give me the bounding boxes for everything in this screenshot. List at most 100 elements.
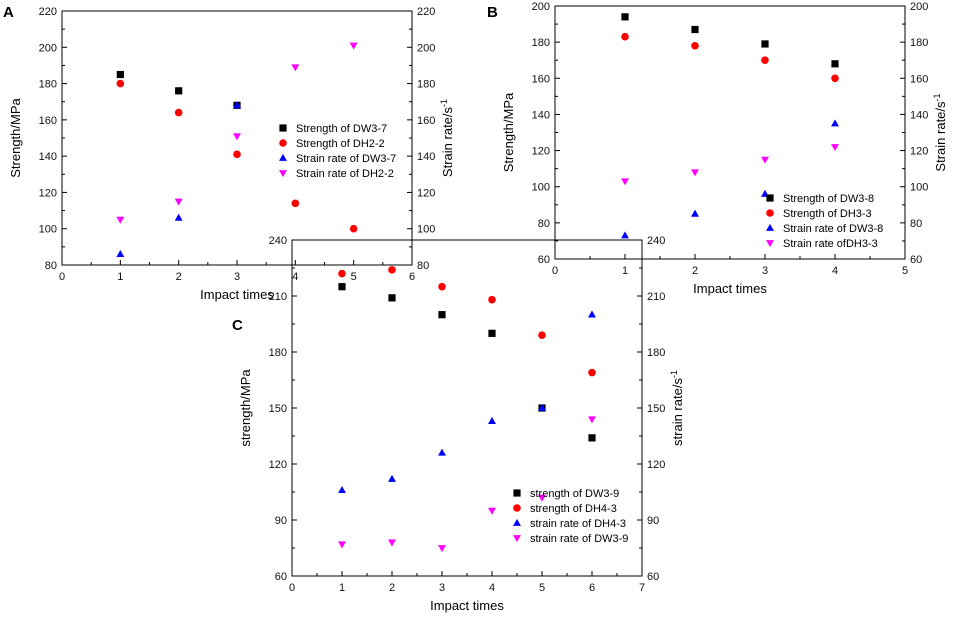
y2-tick-label: 180 (910, 37, 928, 49)
data-point (621, 231, 629, 239)
y-tick-label: 80 (45, 260, 57, 272)
x-tick-label: 5 (351, 271, 357, 283)
y-tick-label: 180 (532, 37, 550, 49)
y2-tick-label: 60 (647, 571, 659, 583)
chart-panel-c: C0 1 2 3 4 5 6 76090120150180210240609012015018… (232, 235, 685, 613)
data-point (691, 25, 699, 34)
data-point (621, 13, 629, 21)
legend-label: Strength of DW3-8 (783, 193, 874, 205)
y2-tick-label: 100 (910, 182, 928, 194)
panel-letter: B (487, 4, 498, 21)
legend: strength of DW3-9 strength of DH4-3 strain… (513, 488, 628, 545)
legend-label: strain rate of DW3-9 (530, 533, 628, 545)
x-tick-label: 3 (762, 265, 768, 277)
y2-tick-label: 200 (910, 1, 928, 13)
data-point (538, 403, 546, 411)
data-point (831, 119, 839, 127)
x-tick-label: 6 (409, 271, 415, 283)
data-point (349, 42, 358, 50)
x-tick-label: 4 (832, 265, 838, 277)
data-point (438, 545, 446, 553)
y2-tick-label: 100 (417, 224, 435, 236)
legend-label: strength of DH4-3 (530, 503, 617, 515)
data-point (233, 133, 241, 141)
y-tick-label: 210 (269, 291, 287, 303)
data-point (538, 331, 546, 340)
y2-tick-label: 80 (910, 218, 922, 230)
legend-label: strain rate of DH4-3 (530, 518, 626, 530)
x-tick-label: 2 (389, 582, 395, 594)
x-tick-label: 0 (552, 265, 558, 277)
data-point (388, 266, 396, 274)
y-tick-label: 160 (532, 73, 550, 85)
y2-tick-label: 140 (417, 151, 435, 163)
x-tick-label: 4 (292, 271, 298, 283)
data-point (349, 224, 358, 233)
legend-marker (766, 223, 774, 231)
data-point (233, 101, 241, 109)
legend: Strength of DW3-7 Strength of DH2-2 Strain… (279, 123, 396, 180)
y2-tick-label: 240 (647, 235, 665, 247)
data-point (488, 329, 496, 337)
y2-tick-label: 180 (417, 79, 435, 91)
y-tick-label: 180 (269, 347, 287, 359)
data-point (761, 40, 769, 48)
y2-tick-label: 120 (647, 459, 665, 471)
y-tick-label: 240 (269, 235, 287, 247)
x-tick-label: 1 (339, 582, 345, 594)
x-tick-label: 3 (439, 582, 445, 594)
y2-axis-label: strain rate/s-1 (669, 370, 685, 446)
y2-tick-label: 60 (910, 254, 922, 266)
data-point (691, 209, 699, 217)
legend-marker (513, 489, 521, 497)
data-point (116, 70, 124, 79)
data-point (338, 541, 346, 549)
data-point (588, 434, 596, 442)
data-point (388, 539, 396, 547)
y2-tick-label: 200 (417, 42, 435, 54)
data-point (588, 310, 596, 318)
data-point (175, 87, 183, 95)
x-tick-label: 6 (589, 582, 595, 594)
data-point (538, 494, 546, 502)
y-tick-label: 120 (39, 187, 57, 199)
y-tick-label: 80 (538, 218, 550, 230)
legend-label: Strength of DW3-7 (296, 123, 387, 135)
y2-tick-label: 90 (647, 515, 659, 527)
series-strength-of-dh3-3 (621, 32, 839, 83)
y-tick-label: 100 (39, 224, 57, 236)
x-tick-label: 2 (692, 265, 698, 277)
y2-axis-label-text: strain rate/s (670, 378, 685, 446)
y2-tick-label: 120 (417, 187, 435, 199)
legend-marker (513, 535, 521, 543)
data-point (338, 283, 346, 291)
data-point (488, 507, 496, 515)
legend-marker (279, 153, 287, 161)
y-axis-label: strength/MPa (238, 369, 253, 447)
legend-marker (279, 139, 287, 147)
y2-tick-label: 140 (910, 109, 928, 121)
legend-label: Strain rate of DW3-7 (296, 153, 396, 165)
legend-label: strength of DW3-9 (530, 488, 619, 500)
data-point (116, 79, 125, 88)
data-point (438, 311, 446, 319)
y-tick-label: 60 (275, 571, 287, 583)
data-point (338, 485, 346, 494)
x-tick-label: 0 (289, 582, 295, 594)
data-point (388, 294, 396, 302)
legend: Strength of DW3-8 Strength of DH3-3 Strain… (766, 193, 883, 250)
y2-axis-label-superscript: -1 (669, 370, 679, 378)
data-point (488, 295, 496, 304)
legend-label: Strength of DH3-3 (783, 208, 872, 220)
data-point (761, 56, 769, 65)
y-tick-label: 220 (39, 6, 57, 18)
x-axis-label: Impact times (200, 287, 274, 302)
x-tick-label: 2 (176, 271, 182, 283)
series-strain-rate-ofdh3-3 (621, 144, 839, 186)
x-tick-label: 7 (639, 582, 645, 594)
data-point (831, 144, 839, 152)
y-tick-label: 200 (39, 42, 57, 54)
y2-tick-label: 80 (417, 260, 429, 272)
series-strain-rate-of-dh4-3 (338, 310, 596, 494)
